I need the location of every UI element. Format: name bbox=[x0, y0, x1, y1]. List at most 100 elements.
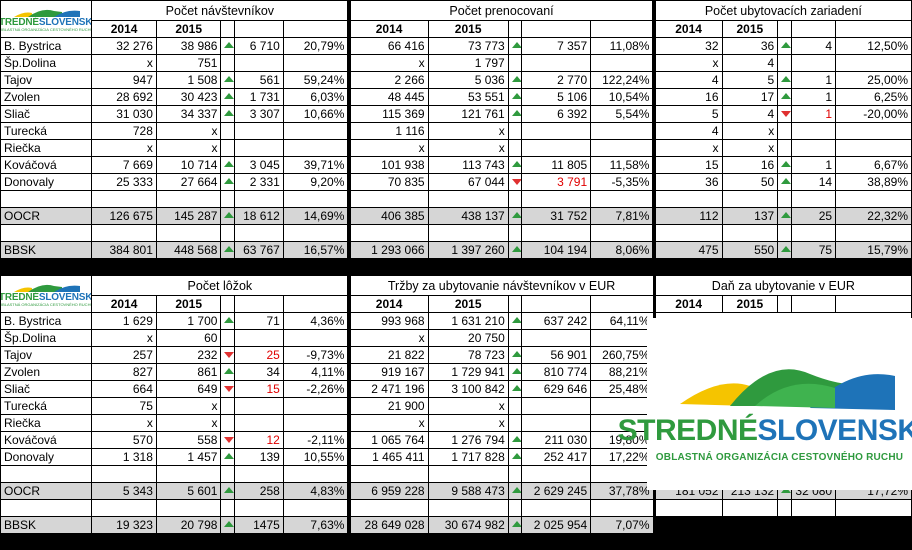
value-2014: 2 266 bbox=[349, 71, 429, 89]
difference-value: 211 030 bbox=[521, 431, 592, 449]
difference-value: 71 bbox=[233, 312, 284, 330]
trend-indicator bbox=[507, 516, 523, 534]
blank-cell bbox=[507, 20, 523, 38]
section-title: Počet návštevníkov bbox=[91, 0, 349, 21]
blank-cell bbox=[282, 190, 349, 208]
trend-indicator bbox=[220, 122, 235, 140]
blank-cell bbox=[507, 499, 523, 517]
value-2014: x bbox=[349, 414, 429, 432]
value-2014: 19 323 bbox=[91, 516, 157, 534]
table-row: Kováčová 7 669 10 714 3 045 39,71% 101 938 113… bbox=[0, 156, 912, 174]
value-2015: 5 601 bbox=[155, 482, 222, 500]
blank-cell bbox=[91, 224, 157, 242]
blank-cell bbox=[91, 190, 157, 208]
difference-value: 810 774 bbox=[521, 363, 592, 381]
value-2014: 827 bbox=[91, 363, 157, 381]
section-gap bbox=[652, 241, 656, 259]
trend-indicator bbox=[220, 88, 235, 106]
blank-cell bbox=[220, 224, 235, 242]
trend-indicator bbox=[220, 431, 235, 449]
blank-cell bbox=[521, 295, 592, 313]
value-2015: 34 337 bbox=[155, 105, 222, 123]
percent-change: 6,03% bbox=[282, 88, 349, 106]
trend-indicator bbox=[220, 397, 235, 415]
value-2014: 16 bbox=[654, 88, 723, 106]
triangle-down-icon bbox=[224, 352, 234, 358]
value-2014: 126 675 bbox=[91, 207, 157, 225]
difference-value: 6 392 bbox=[521, 105, 592, 123]
trend-indicator bbox=[777, 207, 792, 225]
row-label: Riečka bbox=[0, 139, 93, 157]
year-2014: 2014 bbox=[654, 295, 723, 313]
value-2015: 1 729 941 bbox=[427, 363, 509, 381]
triangle-up-icon bbox=[511, 246, 521, 252]
blank-cell bbox=[835, 224, 912, 242]
trend-indicator bbox=[777, 54, 792, 72]
value-2014: 15 bbox=[654, 156, 723, 174]
triangle-down-icon bbox=[224, 437, 234, 443]
trend-indicator bbox=[777, 156, 792, 174]
row-label: Šp.Dolina bbox=[0, 329, 93, 347]
difference-value: 1475 bbox=[233, 516, 284, 534]
percent-change: 122,24% bbox=[590, 71, 654, 89]
difference-value: 31 752 bbox=[521, 207, 592, 225]
blank-cell bbox=[427, 499, 509, 517]
difference-value: 63 767 bbox=[233, 241, 284, 259]
value-2014: 70 835 bbox=[349, 173, 429, 191]
trend-indicator bbox=[507, 312, 523, 330]
trend-indicator bbox=[507, 482, 523, 500]
blank-cell bbox=[282, 295, 349, 313]
blank-cell bbox=[777, 499, 792, 517]
value-2014: x bbox=[91, 414, 157, 432]
blank-cell bbox=[777, 224, 792, 242]
value-2015: 1 457 bbox=[155, 448, 222, 466]
value-2014: 919 167 bbox=[349, 363, 429, 381]
trend-indicator bbox=[507, 397, 523, 415]
difference-value: 1 bbox=[790, 71, 837, 89]
value-2015: x bbox=[427, 139, 509, 157]
value-2014: x bbox=[349, 54, 429, 72]
value-2014: 101 938 bbox=[349, 156, 429, 174]
triangle-up-icon bbox=[224, 521, 234, 527]
bbsk-total-row: BBSK 384 801 448 568 63 767 16,57% 1 293 066 1… bbox=[0, 241, 912, 259]
value-2014: 1 293 066 bbox=[349, 241, 429, 259]
bbsk-total-row: BBSK 19 323 20 798 1475 7,63% 28 649 028 30 67… bbox=[0, 516, 912, 534]
difference-value: 15 bbox=[233, 380, 284, 398]
value-2015: 5 036 bbox=[427, 71, 509, 89]
difference-value: 3 791 bbox=[521, 173, 592, 191]
percent-change: 14,69% bbox=[282, 207, 349, 225]
hills-logo-icon bbox=[14, 9, 81, 17]
value-2015: 30 674 982 bbox=[427, 516, 509, 534]
value-2015: 36 bbox=[721, 37, 779, 55]
difference-value bbox=[790, 139, 837, 157]
percent-change: 17,22% bbox=[590, 448, 654, 466]
value-2014: 570 bbox=[91, 431, 157, 449]
blank-cell bbox=[91, 499, 157, 517]
trend-indicator bbox=[507, 329, 523, 347]
blank-cell bbox=[654, 516, 723, 534]
value-2015: x bbox=[155, 122, 222, 140]
row-label: Zvolen bbox=[0, 363, 93, 381]
value-2015: 121 761 bbox=[427, 105, 509, 123]
triangle-up-icon bbox=[224, 110, 234, 116]
value-2014: 28 649 028 bbox=[349, 516, 429, 534]
difference-value bbox=[521, 122, 592, 140]
percent-change: -2,11% bbox=[282, 431, 349, 449]
triangle-up-icon bbox=[224, 453, 234, 459]
percent-change: 6,25% bbox=[835, 88, 912, 106]
percent-change: 4,11% bbox=[282, 363, 349, 381]
blank-cell bbox=[777, 516, 792, 534]
percent-change: 10,55% bbox=[282, 448, 349, 466]
value-2014: x bbox=[91, 329, 157, 347]
value-2015: 550 bbox=[721, 241, 779, 259]
percent-change bbox=[835, 139, 912, 157]
trend-indicator bbox=[507, 380, 523, 398]
trend-indicator bbox=[507, 241, 523, 259]
value-2015: 448 568 bbox=[155, 241, 222, 259]
difference-value: 1 bbox=[790, 88, 837, 106]
section-title: Daň za ubytovanie v EUR bbox=[654, 275, 912, 296]
value-2015: 4 bbox=[721, 105, 779, 123]
trend-indicator bbox=[220, 156, 235, 174]
trend-indicator bbox=[777, 88, 792, 106]
